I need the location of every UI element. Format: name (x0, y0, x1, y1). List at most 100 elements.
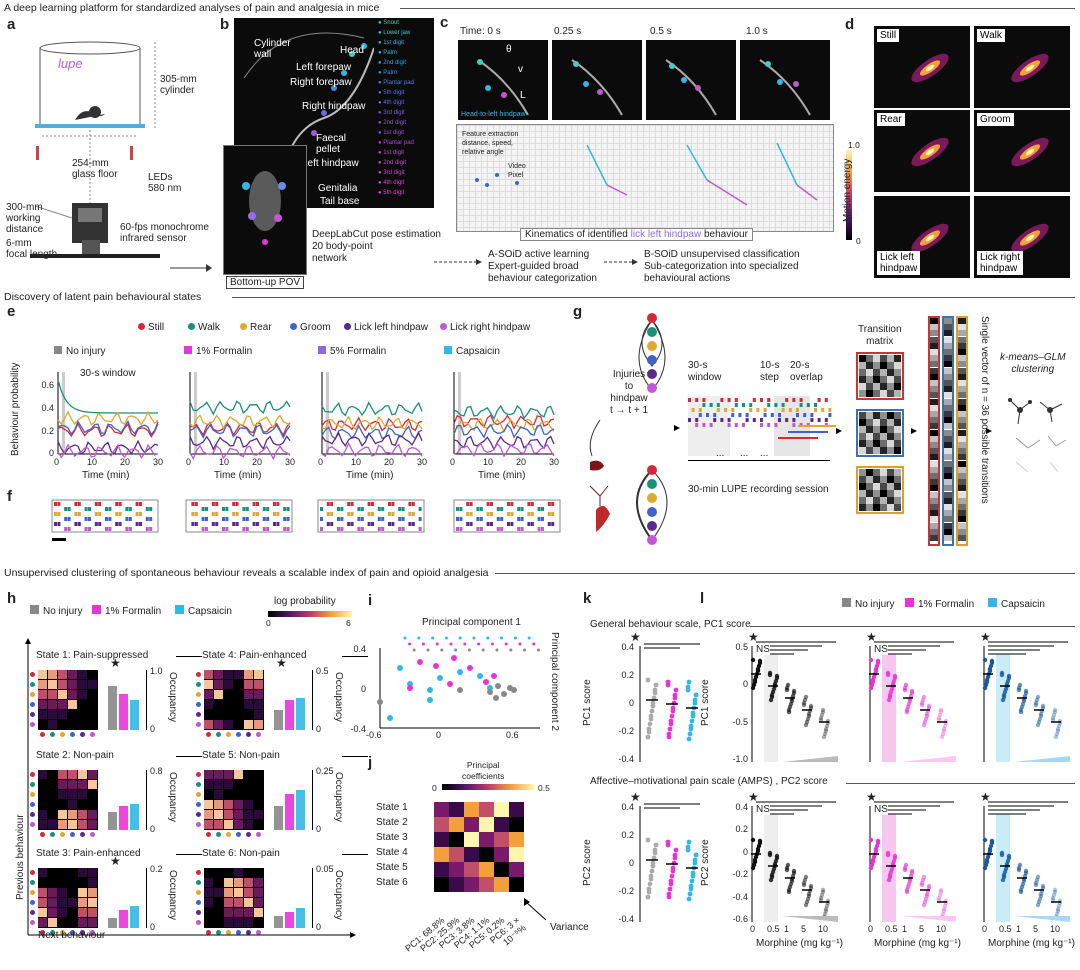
ethogram-bout (273, 522, 276, 526)
l-point (886, 877, 892, 883)
ethogram-bout (283, 527, 287, 531)
vector-cell (958, 473, 966, 479)
strip-bout (821, 408, 825, 412)
l-x-tick: 0.5 (767, 924, 780, 934)
state-title-rule (176, 854, 202, 855)
ethogram-bout (530, 512, 534, 516)
condition-item: Capsaicin (444, 346, 500, 357)
keypoint-dot: ● (378, 70, 384, 76)
state-title: State 5: Non-pain (202, 750, 280, 761)
ethogram-bout (476, 507, 480, 511)
heatmap-cell (48, 898, 57, 907)
heatmap-cell (214, 710, 223, 719)
heatmap-cell (38, 710, 47, 719)
strip-bout (760, 418, 763, 422)
pc1-strip-point (518, 642, 522, 646)
state-title-rule (342, 854, 368, 855)
l-point (982, 657, 988, 663)
legend-label: Groom (300, 322, 331, 333)
ethogram-bout (205, 517, 208, 521)
vector-cell (944, 324, 952, 331)
l-point (941, 906, 947, 912)
matrix-cell (873, 447, 880, 454)
matrix-cell (866, 497, 873, 504)
ethogram-bout (98, 512, 102, 516)
j-cell (449, 862, 464, 877)
strip-bout (785, 398, 789, 402)
l-y-tick: -0.4 (732, 891, 748, 902)
j-state-label: State 5 (376, 862, 408, 873)
row-dot (30, 812, 35, 817)
vector-cell (944, 504, 952, 510)
strip-bout (749, 403, 753, 407)
k-point (653, 682, 659, 688)
vector-cell (944, 535, 952, 541)
row-dot (196, 870, 201, 875)
k-point (693, 692, 699, 698)
keypoint-dot: ● (378, 170, 384, 176)
strip-bout (731, 408, 735, 412)
row-dot (30, 910, 35, 915)
heatmap-cell (48, 670, 57, 679)
panel-letter-k: k (583, 590, 592, 607)
legend-item: Lick right hindpaw (440, 322, 530, 333)
k-y-tick: 0.4 (621, 802, 634, 812)
vector-cell (958, 367, 966, 374)
heatmap-cell (48, 700, 57, 709)
l-point (942, 723, 948, 729)
x-tick-label: 30 (417, 457, 428, 467)
occupancy-bar (296, 790, 305, 830)
ethogram-bout (411, 502, 415, 506)
l-point (1055, 726, 1061, 732)
state-title: State 1: Pain-suppressed (36, 650, 149, 661)
strip-bout (688, 398, 691, 402)
heatmap-cell (38, 888, 47, 897)
heatmap-cell (234, 680, 243, 689)
session-label: 30-min LUPE recording session (688, 484, 829, 495)
heatmap-cell (224, 770, 233, 779)
l-point (989, 838, 995, 844)
ethogram-bout (252, 512, 256, 516)
motion-blob (1011, 223, 1049, 253)
ethogram-bout (330, 502, 334, 506)
strip-bout (713, 418, 717, 422)
occupancy-zero: 0 (150, 922, 156, 932)
heatmap-cell (38, 868, 47, 877)
k-title-2: Affective–motivational pain scale (AMPS)… (590, 776, 828, 787)
heatmap-cell (58, 868, 67, 877)
row-dot (30, 682, 35, 687)
pc1-strip-point (481, 648, 485, 652)
strip-bout (806, 403, 810, 407)
k-point (645, 837, 651, 843)
l-point (938, 709, 944, 715)
injection-marker (194, 372, 197, 454)
heatmap-cell (254, 720, 263, 729)
l-point (808, 883, 814, 889)
col-dot (50, 930, 55, 935)
vector-cell (944, 355, 952, 362)
occupancy-zero: 0 (316, 724, 322, 734)
l-point (750, 685, 756, 691)
ns-label: NS (756, 644, 770, 655)
l-point (892, 673, 898, 679)
ethogram-bout (232, 522, 236, 526)
heatmap-cell (88, 690, 97, 699)
ethogram-bout (398, 507, 402, 511)
ethogram-bout (128, 527, 132, 531)
transition-matrix (856, 352, 904, 400)
ethogram-bout (94, 512, 98, 516)
ethogram-bout (371, 512, 374, 516)
ethogram-bout (283, 507, 287, 511)
heatmap-cell (78, 790, 87, 799)
x-tick-label: 10 (219, 457, 230, 467)
arrow-a-b (170, 264, 212, 272)
vector-cell (958, 380, 966, 386)
heatmap-cell (204, 810, 213, 819)
strip-bout (792, 398, 796, 402)
heatmap-cell (48, 820, 57, 829)
pc1-strip-point (513, 636, 517, 640)
keypoint-item: ● 5th digit (378, 90, 404, 96)
matrix-cell (866, 419, 873, 426)
heatmap-cell (224, 918, 233, 927)
k-point (652, 847, 658, 853)
